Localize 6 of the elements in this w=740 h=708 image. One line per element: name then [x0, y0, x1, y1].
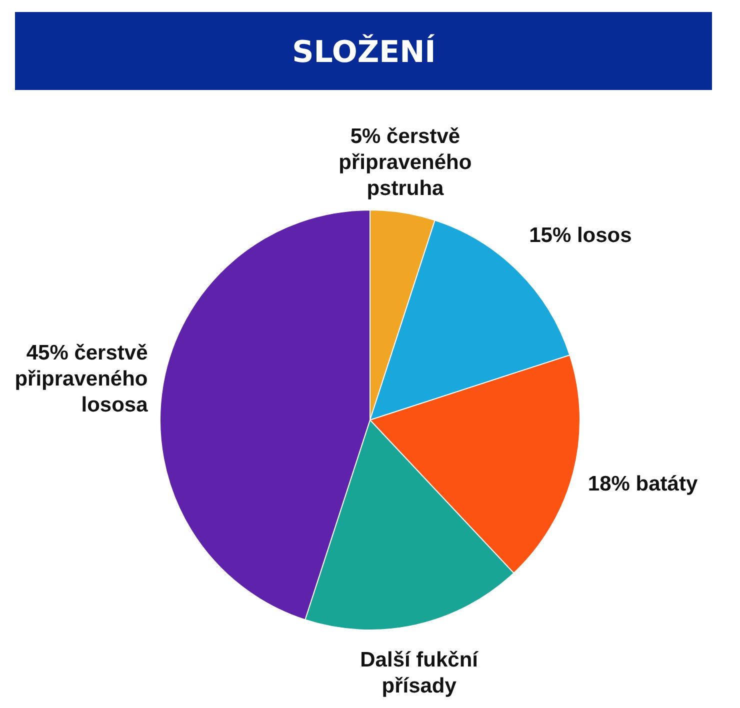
slice-label: 18% batáty	[588, 472, 698, 496]
slice-label: 45% čerstvě připraveného lososa	[14, 341, 148, 416]
chart-title: SLOŽENÍ	[292, 34, 436, 70]
slice-label: 15% losos	[529, 224, 632, 248]
slice-label: 5% čerstvě připraveného pstruha	[338, 125, 472, 200]
slice-label: Další fukční přísady	[360, 648, 480, 698]
